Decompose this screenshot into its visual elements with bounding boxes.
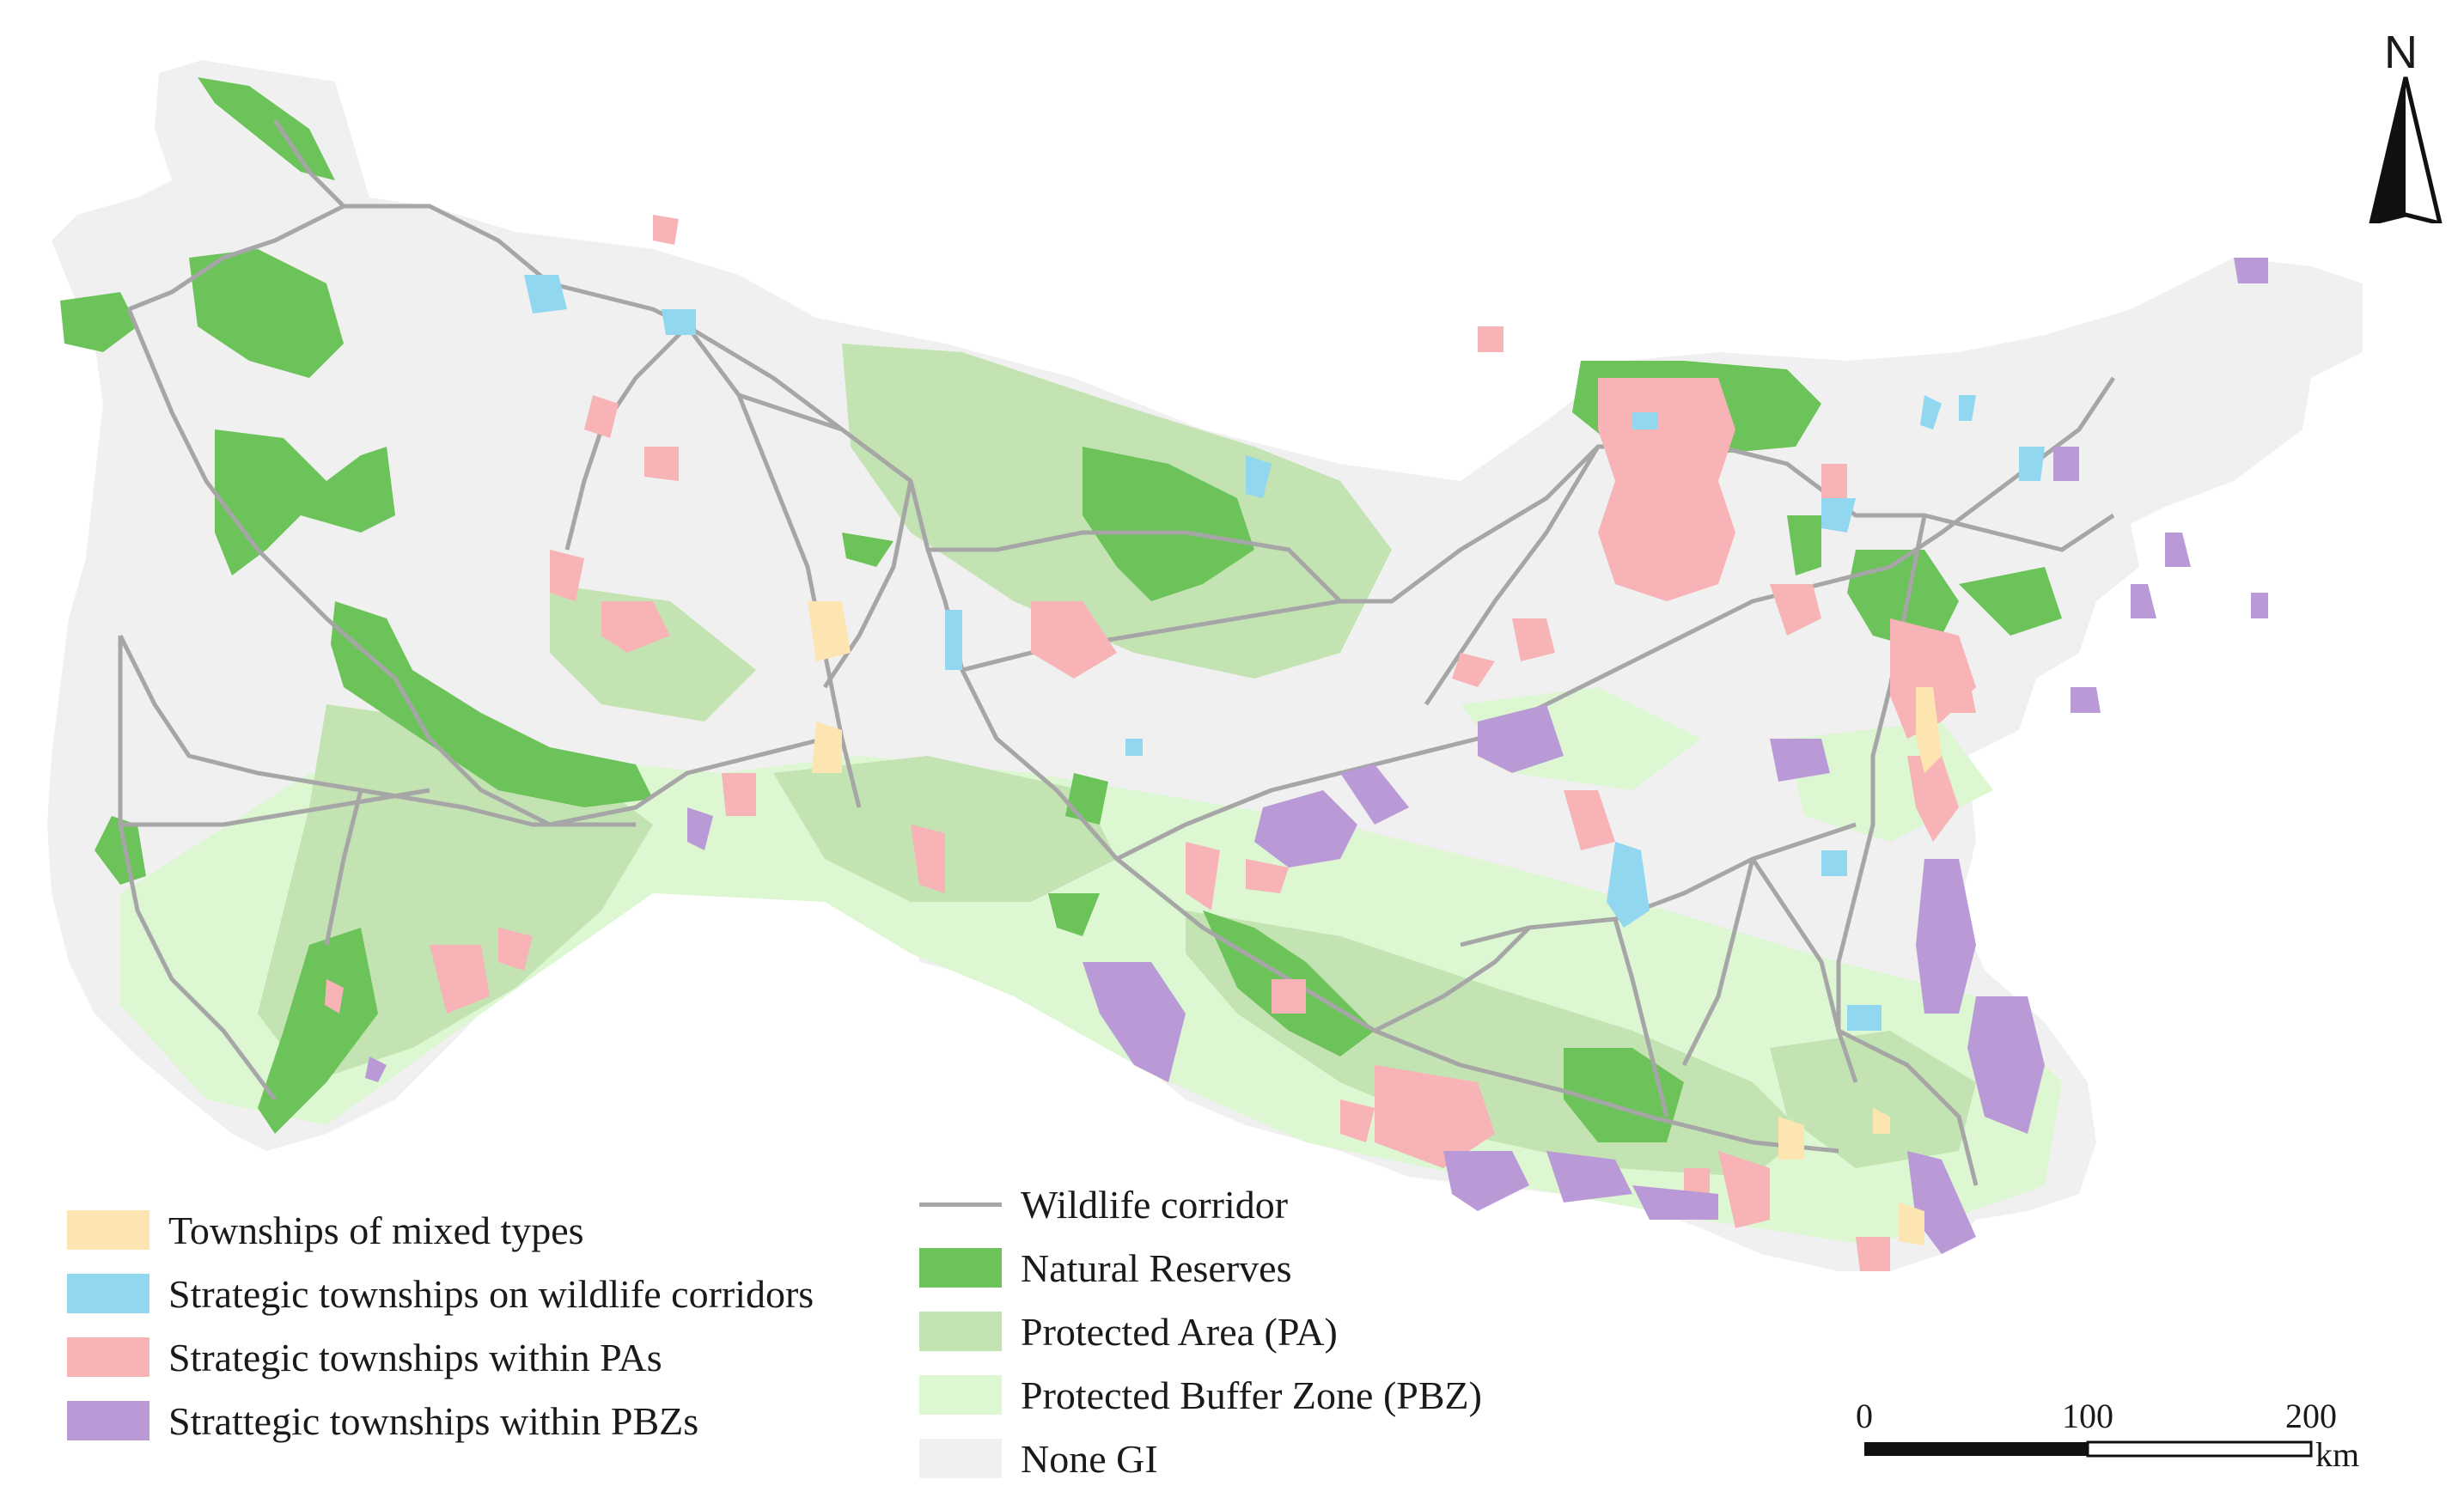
legend-label: None GI bbox=[1021, 1436, 1158, 1481]
scale-tick-0: 0 bbox=[1856, 1397, 1873, 1435]
swatch-corridors bbox=[67, 1274, 149, 1313]
swatch-buffer-zone bbox=[919, 1375, 1002, 1415]
townships-on-corridors bbox=[524, 275, 2045, 1031]
legend-gi-layers: Wildlife corridor Natural Reserves Prote… bbox=[919, 1172, 1482, 1490]
legend-item-natural-reserves: Natural Reserves bbox=[919, 1236, 1482, 1300]
legend-item-wildlife-corridor: Wildlife corridor bbox=[919, 1172, 1482, 1236]
legend-item-protected-area: Protected Area (PA) bbox=[919, 1300, 1482, 1363]
legend-label: Strategic townships within PAs bbox=[168, 1335, 662, 1379]
scale-unit: km bbox=[2315, 1435, 2360, 1474]
legend-label: Townships of mixed types bbox=[168, 1208, 584, 1252]
wildlife-corridors bbox=[118, 119, 2116, 1186]
legend-label: Protected Buffer Zone (PBZ) bbox=[1021, 1373, 1482, 1417]
legend-townships: Townships of mixed types Strategic towns… bbox=[67, 1198, 814, 1452]
swatch-natural-reserves bbox=[919, 1248, 1002, 1288]
swatch-none-gi bbox=[919, 1439, 1002, 1478]
legend-item-mixed: Townships of mixed types bbox=[67, 1198, 814, 1262]
legend-label: Strategic townships on wildlife corridor… bbox=[168, 1271, 814, 1316]
legend-label: Protected Area (PA) bbox=[1021, 1309, 1338, 1354]
legend-item-buffer-zone: Protected Buffer Zone (PBZ) bbox=[919, 1363, 1482, 1427]
scale-bar: 0 100 200 km bbox=[1856, 1396, 2359, 1474]
swatch-pbzs bbox=[67, 1401, 149, 1440]
swatch-wildlife-corridor bbox=[919, 1184, 1002, 1224]
legend-label: Strattegic townships within PBZs bbox=[168, 1398, 699, 1443]
scale-tick-200: 200 bbox=[2285, 1397, 2337, 1435]
legend-label: Wildlife corridor bbox=[1021, 1182, 1289, 1227]
scale-bar-graphic bbox=[1864, 1440, 2313, 1458]
north-label: N bbox=[2384, 27, 2418, 78]
swatch-mixed bbox=[67, 1210, 149, 1250]
legend-item-none-gi: None GI bbox=[919, 1427, 1482, 1490]
legend-label: Natural Reserves bbox=[1021, 1245, 1292, 1290]
scale-tick-100: 100 bbox=[2062, 1397, 2113, 1435]
swatch-protected-area bbox=[919, 1312, 1002, 1351]
legend-item-corridors: Strategic townships on wildlife corridor… bbox=[67, 1262, 814, 1325]
legend-item-pbzs: Strattegic townships within PBZs bbox=[67, 1389, 814, 1452]
townships-within-pas bbox=[325, 215, 1976, 1271]
legend-item-pas: Strategic townships within PAs bbox=[67, 1325, 814, 1389]
north-arrow-icon bbox=[2369, 76, 2443, 223]
townships-within-pbzs bbox=[365, 258, 2268, 1254]
swatch-pas bbox=[67, 1337, 149, 1377]
townships-mixed-types bbox=[808, 601, 1942, 1245]
